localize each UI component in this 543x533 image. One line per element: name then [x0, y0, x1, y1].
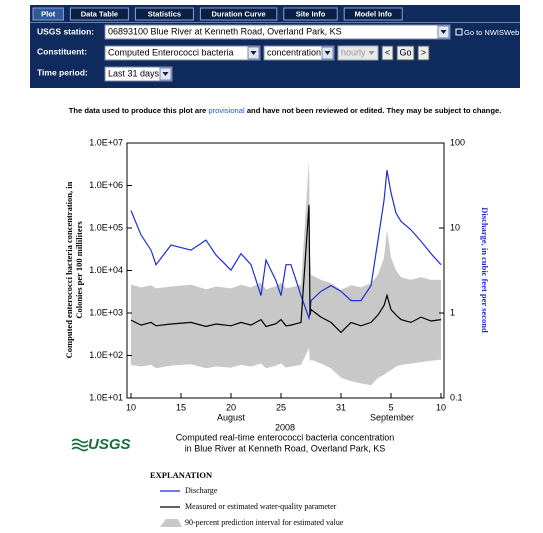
constituent-value: Computed Enterococci bacteria	[108, 47, 234, 57]
y-tick-label: 1.0E+04	[89, 265, 123, 275]
tab-label: Site Info	[296, 9, 326, 18]
x-tick-label: 5	[388, 402, 393, 412]
notice: The data used to produce this plot are p…	[69, 106, 502, 115]
x-tick-label: 10	[126, 402, 136, 412]
x-tick-label: 20	[226, 402, 236, 412]
x-tick-label: 25	[276, 402, 286, 412]
y-tick-label: 1.0E+07	[89, 137, 123, 147]
go-button[interactable]	[396, 45, 415, 61]
month-label: August	[217, 412, 246, 422]
y-tick-label: 1.0E+05	[89, 222, 123, 232]
legend-label: 90-percent prediction interval for estim…	[185, 518, 344, 527]
month-label: September	[370, 412, 414, 422]
arrow-icon	[368, 51, 375, 55]
arrow-icon	[324, 51, 331, 55]
y-tick-label: 1.0E+03	[89, 307, 123, 317]
x-tick-label: 31	[336, 402, 346, 412]
go-label: Go	[399, 47, 411, 57]
legend-swatch	[160, 519, 182, 527]
station-label: USGS station:	[37, 26, 94, 36]
tab-label: Data Table	[81, 9, 118, 18]
year-label: 2008	[275, 422, 295, 432]
next-button[interactable]	[417, 45, 430, 61]
arrow-icon	[440, 30, 447, 34]
legend-label: Discharge	[185, 486, 218, 495]
station-select[interactable]	[104, 24, 451, 40]
y-axis-title: Colonies per 100 milliliters	[74, 221, 84, 319]
period-select[interactable]	[104, 66, 173, 82]
y2-tick-label: 100	[450, 137, 465, 147]
series-line	[130, 169, 442, 321]
y-tick-label: 1.0E+01	[89, 392, 123, 402]
y-axis-title: Computed enterococci bacteria concentrat…	[64, 181, 74, 358]
prev-label: <	[385, 47, 390, 57]
y2-axis-title: Discharge, in cubic feet per second	[480, 207, 490, 333]
interval-select[interactable]	[337, 45, 379, 61]
chart-title: Computed real-time enterococci bacteria …	[176, 432, 395, 442]
measure-select[interactable]	[263, 45, 335, 61]
period-label: Time period:	[37, 67, 88, 77]
tab[interactable]	[134, 7, 194, 21]
tab-label: Statistics	[148, 9, 181, 18]
station-value: 06893100 Blue River at Kenneth Road, Ove…	[108, 26, 342, 36]
link-icon	[455, 28, 463, 36]
tab-label: Plot	[41, 9, 56, 18]
measure-value: concentration	[267, 47, 321, 57]
tab[interactable]	[69, 7, 129, 21]
notice-text: and have not been reviewed or edited. Th…	[247, 106, 501, 115]
logo: USGS	[88, 436, 131, 453]
tab-label: Duration Curve	[212, 9, 266, 18]
logo-waves	[71, 438, 89, 452]
notice-text: The data used to produce this plot are	[69, 106, 207, 115]
constituent-select[interactable]	[104, 45, 261, 61]
y2-tick-label: 10	[450, 222, 460, 232]
next-label: >	[421, 47, 426, 57]
constituent-label: Constituent:	[37, 46, 87, 56]
y2-tick-label: 0.1	[450, 392, 463, 402]
y2-tick-label: 1	[450, 307, 455, 317]
tab[interactable]	[283, 7, 338, 21]
prev-button[interactable]	[381, 45, 394, 61]
tab[interactable]	[199, 7, 278, 21]
arrow-icon	[250, 51, 257, 55]
y-tick-label: 1.0E+02	[89, 350, 123, 360]
chart: 1.0E+01 1.0E+02 1.0E+03 1.0E+04 1.0E+05 1.0E+…	[64, 137, 490, 527]
y-tick-label: 1.0E+06	[89, 180, 123, 190]
nav-divider	[30, 22, 520, 23]
prediction-band	[131, 159, 441, 386]
tab[interactable]	[343, 7, 403, 21]
x-tick-label: 15	[176, 402, 186, 412]
nwis-link[interactable]: Go to NWISWeb	[464, 28, 519, 37]
tab[interactable]	[32, 7, 64, 21]
provisional-link[interactable]: provisional	[208, 106, 245, 115]
series-line	[130, 204, 442, 334]
period-value: Last 31 days	[108, 68, 160, 78]
interval-value: hourly	[341, 47, 366, 57]
x-tick-label: 10	[436, 402, 446, 412]
legend-label: Measured or estimated water-quality para…	[185, 502, 337, 511]
legend-title: EXPLANATION	[150, 470, 213, 480]
arrow-icon	[162, 72, 169, 76]
tab-label: Model Info	[354, 9, 392, 18]
chart-subtitle: in Blue River at Kenneth Road, Overland …	[185, 443, 386, 453]
